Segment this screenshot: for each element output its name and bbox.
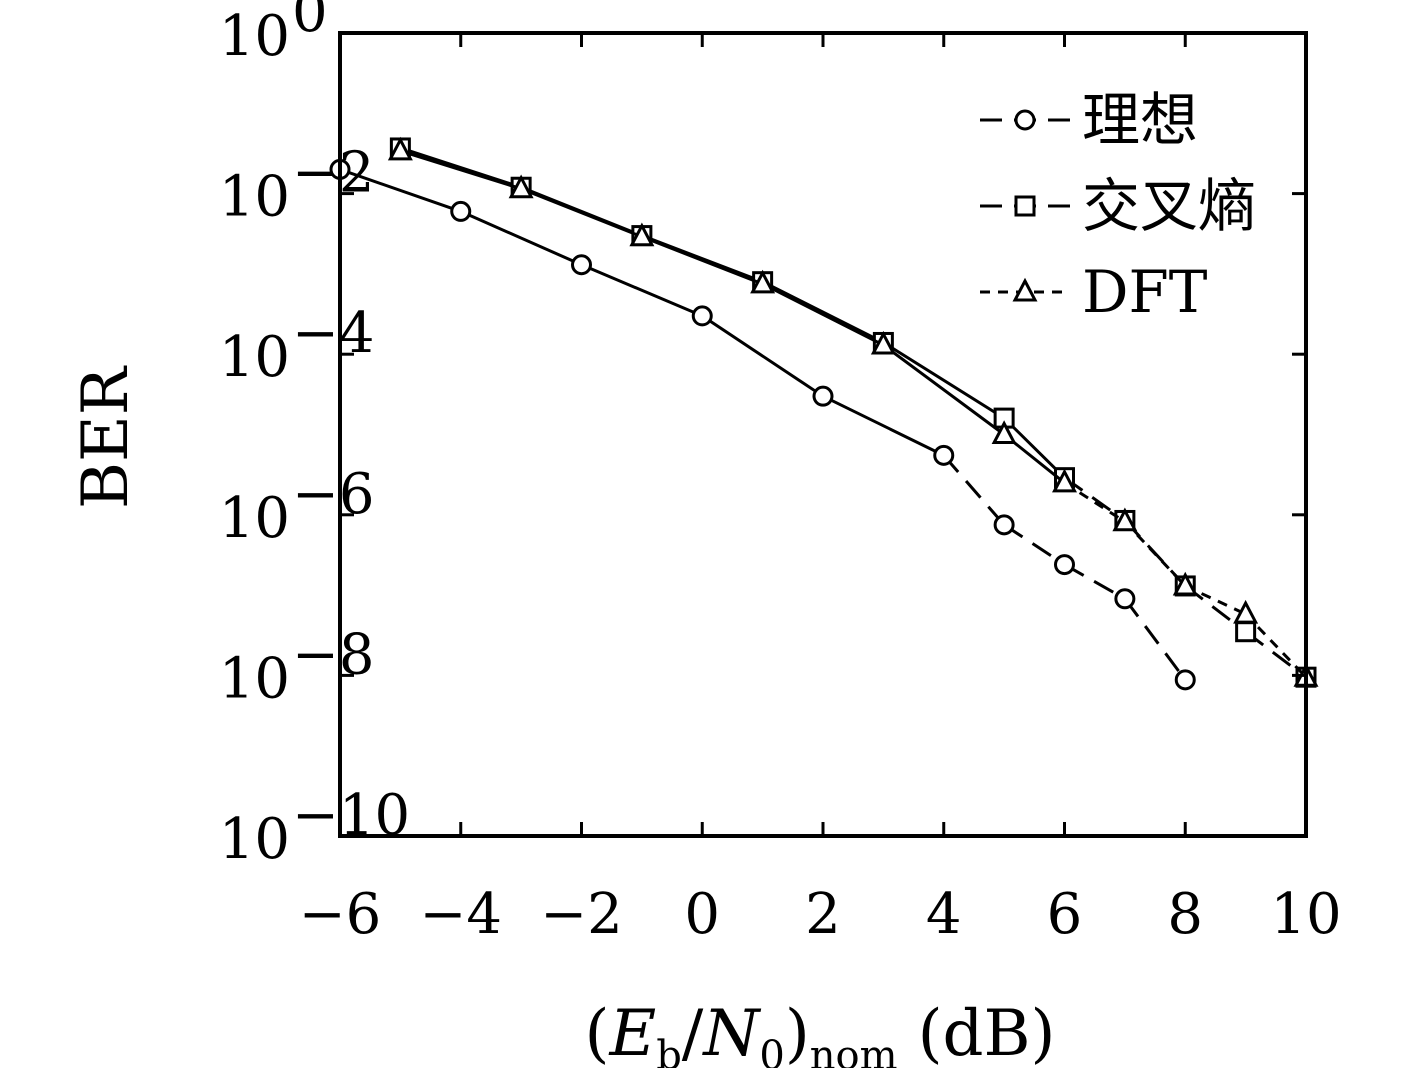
y-tick-exponent: −2 [292,141,375,206]
series-segment [460,210,583,267]
data-point-triangle [1172,571,1198,596]
legend-entry: 理想 [980,86,1198,154]
series-segment [1244,613,1308,679]
series-segment [882,341,1005,420]
x-tick-label: 0 [684,882,720,947]
legend-marker-circle [1014,109,1036,131]
series-segment [1063,481,1126,523]
data-point-triangle [1052,468,1077,493]
series-segment [882,343,1006,436]
x-tick-label: 8 [1167,882,1203,947]
legend-marker-triangle [1012,277,1038,302]
data-point-circle [691,305,713,327]
data-point-triangle [991,420,1017,444]
data-point-circle [571,254,592,276]
x-label-e: E [608,997,656,1068]
y-tick-label: 10 [219,486,290,551]
y-tick-exponent: −6 [292,462,375,527]
series-segment [761,280,885,344]
y-tick-label: 10 [219,325,290,390]
series-segment [1123,520,1187,587]
legend-entry: 交叉熵 [980,172,1256,240]
data-point-circle [993,514,1015,536]
series-segment [339,168,462,213]
series-segment [701,314,824,398]
data-point-circle [1114,588,1136,610]
data-point-circle [450,200,472,222]
x-tick-label: −4 [419,882,502,947]
legend-entry: DFT [980,258,1208,326]
x-label-e-sub: b [656,1033,682,1068]
data-point-triangle [629,222,655,247]
y-tick-label: 10 [219,165,290,230]
x-tick-label: −6 [299,882,382,947]
series-segment [580,263,703,318]
x-label-unit: (dB) [918,997,1056,1068]
data-point-circle [1054,554,1075,576]
series-segment [520,187,643,239]
data-point-square [1235,621,1257,643]
y-tick-exponent: −10 [292,783,410,848]
x-label-open-paren: ( [585,997,610,1068]
y-tick-exponent: −4 [292,301,375,366]
x-label-close-paren: ) [785,997,810,1068]
data-point-triangle [750,269,776,294]
series-segment [1123,597,1187,681]
data-point-triangle [387,136,413,161]
series-triangle [387,136,1319,687]
legend-label: DFT [1082,258,1208,326]
x-axis-label: (Eb/N0)nom (dB) [585,997,1056,1068]
x-label-nom-sub: nom [810,1033,898,1068]
series-segment [1063,563,1126,601]
y-tick-label: 10 [219,4,290,69]
series-segment [1184,584,1247,616]
x-tick-label: 4 [926,882,962,947]
data-point-circle [812,385,834,407]
series-segment [1003,523,1066,566]
series-segment [761,282,885,347]
data-point-triangle [1112,507,1138,532]
data-point-circle [1174,669,1196,691]
x-label-n-sub: 0 [759,1033,784,1068]
y-tick-exponent: 0 [292,0,328,45]
series-segment [942,454,1006,526]
data-point-circle [933,444,955,466]
series-segment [822,394,945,457]
y-tick-exponent: −8 [292,622,375,687]
x-tick-label: 10 [1270,882,1341,947]
series-segment [399,149,522,191]
legend-marker-square [1014,195,1036,217]
x-label-slash: / [682,997,704,1068]
legend-label: 理想 [1082,86,1198,154]
x-tick-label: −2 [540,882,623,947]
series-segment [399,146,522,189]
x-tick-label: 6 [1047,882,1083,947]
legend-label: 交叉熵 [1082,172,1256,240]
y-tick-label: 10 [219,646,290,711]
data-point-triangle [1233,599,1259,624]
series-segment [641,235,764,286]
series-layer [329,136,1319,691]
x-tick-label: 2 [805,882,841,947]
y-axis-label: BER [69,365,143,509]
y-tick-label: 10 [219,807,290,872]
series-circle [329,158,1196,691]
data-point-triangle [870,330,896,355]
x-label-n: N [701,997,761,1068]
data-point-triangle [508,174,534,199]
